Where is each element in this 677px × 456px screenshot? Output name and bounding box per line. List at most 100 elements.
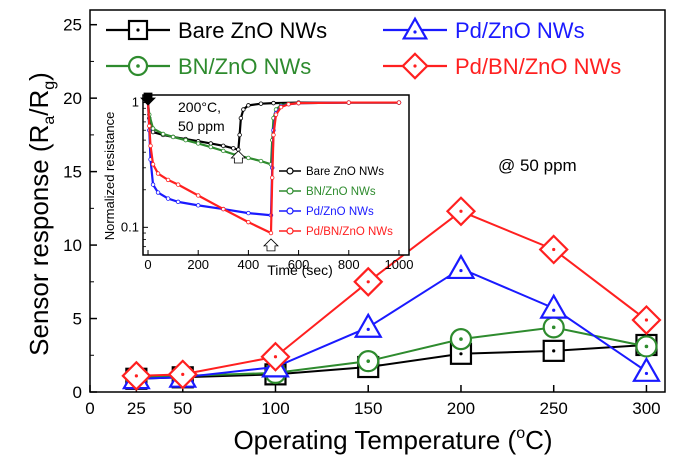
inset-x-axis-label: Time (sec) [267,262,333,278]
series-line [136,326,647,379]
x-tick-label: 0 [85,399,94,418]
inset-arrows [140,92,279,252]
main-y-axis-label: Sensor response (Ra/Rg) [24,72,58,356]
gas-out-arrow-icon-bare [230,150,247,164]
legend-entry: Bare ZnO NWs [106,18,327,43]
series-3 [121,196,662,391]
inset-data-point [270,175,275,180]
inset-data-point [241,107,246,112]
inset-data-point [150,162,156,167]
inset-data-point [296,100,301,106]
data-point-dot [552,349,556,353]
inset-x-tick-label: 0 [144,257,151,272]
inset-data-point [196,141,201,146]
data-point [632,356,661,382]
inset-data-point [196,203,201,208]
legend-entry: Pd/ZnO NWs [383,16,585,43]
x-label-sup: o [516,425,525,442]
inset-data-point [221,143,226,149]
inset-data-point [246,219,251,225]
data-point-dot [366,327,370,331]
inset-data-point [258,158,264,164]
legend-label: Pd/ZnO NWs [455,18,585,43]
inset-data-point [175,199,181,205]
inset-data-point [286,102,291,107]
inset-data-point [165,196,171,201]
inset-data-point [271,100,276,106]
data-point [539,293,569,319]
inset-x-tick-label: 1000 [385,257,414,272]
main-annotation: @ 50 ppm [498,156,577,175]
inset-data-point [268,230,274,236]
legend-entry: Pd/BN/ZnO NWs [383,52,621,80]
x-tick-label: 300 [632,399,660,418]
inset-legend-marker [286,227,294,235]
x-tick-label: 250 [540,399,568,418]
inset-data-point [396,100,402,105]
inset-ticks: 0 200 400 600 800 1000 0.1 1 [121,95,414,272]
data-point-dot [644,371,649,376]
x-label-part2: C) [525,425,552,455]
x-tick-label: 200 [447,399,475,418]
data-point-dot [644,344,649,349]
legend-marker-dot [136,28,140,32]
data-point-dot [273,355,278,359]
data-point [446,253,476,280]
inset-legend: Bare ZnO NWs BN/ZnO NWs Pd/ZnO NWs Pd/BN/Zn… [279,166,393,238]
inset-y-axis-label: Normalized resistance [102,112,117,241]
y-tick-label: 20 [63,89,82,108]
y-label-part2: /R [24,90,54,116]
series-line [136,267,648,380]
y-tick-label: 5 [73,310,82,329]
data-point-dot [552,308,556,312]
inset-data-point [150,182,156,187]
data-point-dot [366,359,371,363]
data-point-dot [181,372,185,376]
inset-data-point [237,132,242,138]
main-axes [89,9,666,393]
y-tick-label: 10 [63,236,82,255]
data-point-dot [644,318,649,322]
inset-y-tick-label: 0.1 [121,219,139,234]
inset-legend-label: Pd/BN/ZnO NWs [306,226,393,238]
inset-data-point [150,129,156,135]
inset-legend-label: BN/ZnO NWs [306,186,376,198]
inset-data-point [150,126,156,131]
inset-annotation-line1: 200°C, [178,99,221,115]
data-point-dot [366,280,370,284]
inset-data-point [165,177,171,183]
inset-data-point [183,137,188,143]
data-point-dot [552,247,556,252]
legend-marker-dot [413,64,417,68]
inset-legend-entry: Pd/ZnO NWs [279,206,374,218]
inset-data-point [160,131,166,137]
legend-marker-dot [136,64,140,68]
inset-data-point [147,123,152,129]
data-point-dot [459,268,463,273]
gas-out-arrow-icon [263,238,279,252]
inset-data-point [208,141,213,146]
x-label-part1: Operating Temperature ( [233,425,516,455]
inset-x-tick-label: 400 [238,257,260,272]
inset-data-point [221,206,226,212]
inset-data-point [170,134,176,140]
inset-legend-entry: BN/ZnO NWs [279,186,376,198]
inset-chart: 0 200 400 600 800 1000 0.1 1 Normalized resista… [102,92,414,278]
inset-data-point [278,104,284,110]
inset-data-point [246,210,251,216]
legend-marker [401,16,429,40]
main-x-axis-label: Operating Temperature (oC) [233,425,552,455]
data-point [353,312,383,338]
legend-label: Bare ZnO NWs [178,18,327,43]
inset-data-point [155,171,161,176]
data-point-dot [459,337,463,341]
y-label-sub2: g [41,81,58,90]
inset-series [145,100,402,236]
inset-legend-marker [286,207,294,215]
series-2 [121,253,661,390]
legend-label: Pd/BN/ZnO NWs [455,54,621,79]
y-tick-label: 15 [63,163,82,182]
main-legend: Bare ZnO NWs BN/ZnO NWs Pd/ZnO NWs Pd/BN/Zn… [106,16,621,80]
